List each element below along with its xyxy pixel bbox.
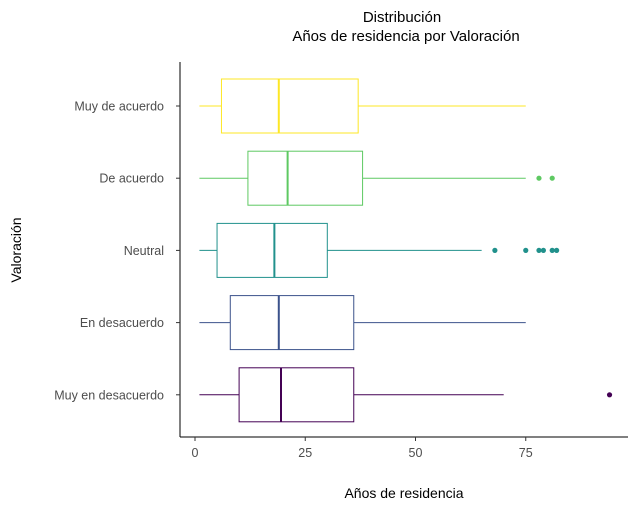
outlier-point [540, 247, 546, 253]
outlier-point [549, 175, 555, 181]
y-tick-label: De acuerdo [99, 172, 164, 186]
box-3 [199, 222, 560, 278]
y-axis-ticks: Muy de acuerdo De acuerdo Neutral En desacu… [54, 100, 180, 402]
y-tick-label: Muy de acuerdo [74, 100, 164, 114]
outlier-point [549, 247, 555, 253]
outlier-point [606, 392, 613, 398]
box-iqr [247, 150, 364, 206]
x-tick-label: 25 [298, 446, 312, 460]
box-iqr [220, 78, 359, 134]
box-5 [199, 367, 613, 423]
x-tick-label: 0 [192, 446, 199, 460]
box-1 [199, 78, 526, 134]
box-2 [199, 150, 555, 206]
x-axis-ticks: 0 25 50 75 [192, 437, 533, 460]
outlier-point [536, 247, 542, 253]
box-iqr [229, 295, 355, 351]
outlier-point [523, 247, 529, 253]
x-tick-label: 50 [409, 446, 423, 460]
chart-subtitle: Años de residencia por Valoración [292, 28, 519, 45]
y-axis-title: Valoración [8, 217, 24, 282]
box-iqr [238, 367, 355, 423]
boxes-group [199, 78, 613, 423]
outlier-point [536, 175, 542, 181]
y-tick-label: En desacuerdo [80, 316, 164, 330]
y-tick-label: Neutral [124, 244, 164, 258]
outlier-point [492, 247, 498, 253]
y-tick-label: Muy en desacuerdo [54, 388, 164, 402]
box-4 [199, 295, 526, 351]
x-axis-title: Años de residencia [344, 485, 463, 501]
chart-title: Distribución [363, 9, 441, 26]
box-iqr [216, 222, 328, 278]
x-tick-label: 75 [519, 446, 533, 460]
outlier-point [554, 247, 560, 253]
